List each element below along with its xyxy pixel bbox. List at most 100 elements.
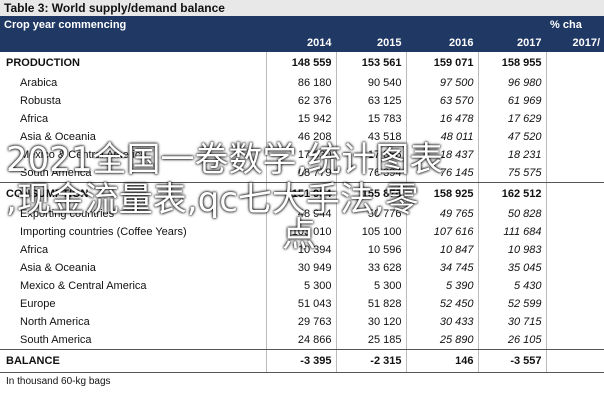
cell: 48 944 bbox=[265, 205, 336, 223]
year: 2017 bbox=[477, 34, 547, 52]
row-label: Asia & Oceania bbox=[20, 131, 96, 143]
cell: 15 942 bbox=[265, 110, 336, 128]
cell: 97 500 bbox=[405, 74, 478, 92]
cell: 26 105 bbox=[477, 331, 547, 350]
cell: 24 866 bbox=[265, 331, 336, 350]
cell: 50 828 bbox=[477, 205, 547, 223]
cell: 5 390 bbox=[405, 277, 478, 295]
cell: 10 394 bbox=[265, 241, 336, 259]
cell: 61 969 bbox=[477, 92, 547, 110]
row-label: South America bbox=[0, 164, 266, 183]
cell: 159 071 bbox=[405, 52, 478, 74]
cell: 18 437 bbox=[405, 146, 478, 164]
cell: 146 bbox=[405, 349, 478, 373]
year: 2016 bbox=[405, 34, 478, 52]
cell: 63 570 bbox=[405, 92, 478, 110]
cell: 76 145 bbox=[405, 164, 478, 183]
cell-cut bbox=[545, 277, 604, 295]
row-label: South America bbox=[0, 331, 266, 350]
cell-cut bbox=[545, 331, 604, 350]
year: 2014 bbox=[265, 34, 336, 52]
cell: 17 630 bbox=[265, 146, 336, 164]
cell: 158 925 bbox=[405, 182, 478, 205]
cell: 15 783 bbox=[335, 110, 406, 128]
cell: 148 559 bbox=[265, 52, 336, 74]
row-label: Mexico & Central America bbox=[20, 149, 147, 161]
cell: 47 520 bbox=[477, 128, 547, 146]
cell-cut bbox=[545, 146, 604, 164]
cell: 86 180 bbox=[265, 74, 336, 92]
cell-cut bbox=[545, 223, 604, 241]
cell: 90 540 bbox=[335, 74, 406, 92]
cell-cut bbox=[545, 241, 604, 259]
row-label: CONSUMPTION bbox=[6, 188, 89, 200]
row-label: Exporting countries bbox=[20, 208, 115, 220]
cell: 51 043 bbox=[265, 295, 336, 313]
row: PRODUCTION 148 559 153 561 159 071 158 955 bbox=[0, 52, 604, 74]
cell: -3 557 bbox=[477, 349, 547, 373]
row-label: Asia & Oceania bbox=[20, 262, 96, 274]
cell: 17 629 bbox=[477, 110, 547, 128]
cell-cut bbox=[545, 205, 604, 223]
row-label: Africa bbox=[20, 113, 49, 125]
cell-cut bbox=[545, 182, 604, 205]
row: Africa 10 394 10 596 10 847 10 983 bbox=[0, 241, 604, 259]
blank bbox=[0, 34, 266, 52]
cell: 105 100 bbox=[335, 223, 406, 241]
cell: -2 315 bbox=[335, 349, 406, 373]
cell: 50 776 bbox=[335, 205, 406, 223]
row-label: Importing countries (Coffee Years) bbox=[20, 226, 187, 238]
cell-cut bbox=[545, 164, 604, 183]
cell: 158 955 bbox=[477, 52, 547, 74]
cell: 151 954 bbox=[265, 182, 336, 205]
cell: -3 395 bbox=[265, 349, 336, 373]
cell: 51 828 bbox=[335, 295, 406, 313]
row-label: Europe bbox=[20, 298, 56, 310]
cell: 52 599 bbox=[477, 295, 547, 313]
row: BALANCE -3 395 -2 315 146 -3 557 bbox=[0, 349, 604, 373]
cell: 48 011 bbox=[405, 128, 478, 146]
row: Africa 15 942 15 783 16 478 17 629 bbox=[0, 110, 604, 128]
cell: 103 010 bbox=[265, 223, 336, 241]
cell: 43 518 bbox=[335, 128, 406, 146]
row: South America 24 866 25 185 25 890 26 105 bbox=[0, 331, 604, 350]
row-label: Robusta bbox=[20, 95, 61, 107]
footer: In thousand 60-kg bags bbox=[6, 376, 111, 387]
cell: 52 450 bbox=[405, 295, 478, 313]
cell-cut bbox=[545, 349, 604, 373]
cell: 5 300 bbox=[265, 277, 336, 295]
cell: 107 616 bbox=[405, 223, 478, 241]
row: Europe 51 043 51 828 52 450 52 599 bbox=[0, 295, 604, 313]
row-label: North America bbox=[20, 316, 90, 328]
cell: 30 949 bbox=[265, 259, 336, 277]
year-row: 2014 2015 2016 2017 2017/ bbox=[0, 34, 604, 52]
row: Robusta 62 376 63 125 63 570 61 969 bbox=[0, 92, 604, 110]
cell-cut bbox=[545, 92, 604, 110]
cell-cut bbox=[545, 74, 604, 92]
cell: 16 478 bbox=[405, 110, 478, 128]
cell: 96 980 bbox=[477, 74, 547, 92]
row: Importing countries (Coffee Years) 103 01… bbox=[0, 223, 604, 241]
row: Mexico & Central America 17 630 17 866 18 4… bbox=[0, 146, 604, 164]
cell: 68 779 bbox=[265, 164, 336, 183]
row: Mexico & Central America 5 300 5 300 5 390 5… bbox=[0, 277, 604, 295]
cell: 10 847 bbox=[405, 241, 478, 259]
row: Asia & Oceania 30 949 33 628 34 745 35 045 bbox=[0, 259, 604, 277]
year: 2015 bbox=[335, 34, 406, 52]
cell: 62 376 bbox=[265, 92, 336, 110]
cell: 76 394 bbox=[335, 164, 406, 183]
cell: 5 430 bbox=[477, 277, 547, 295]
row: North America 29 763 30 120 30 433 30 715 bbox=[0, 313, 604, 331]
cell: 30 433 bbox=[405, 313, 478, 331]
cell: 5 300 bbox=[335, 277, 406, 295]
cell: 49 765 bbox=[405, 205, 478, 223]
row-label: Africa bbox=[20, 244, 49, 256]
cell: 111 684 bbox=[477, 223, 547, 241]
supply-table: Crop year commencing % cha 2014 2015 2016 2… bbox=[0, 16, 604, 373]
cell: 75 575 bbox=[477, 164, 547, 183]
row: South America 68 779 76 394 76 145 75 575 bbox=[0, 164, 604, 183]
cell-cut bbox=[545, 295, 604, 313]
cell: 155 876 bbox=[335, 182, 406, 205]
cell-cut bbox=[545, 259, 604, 277]
cell: 18 231 bbox=[477, 146, 547, 164]
